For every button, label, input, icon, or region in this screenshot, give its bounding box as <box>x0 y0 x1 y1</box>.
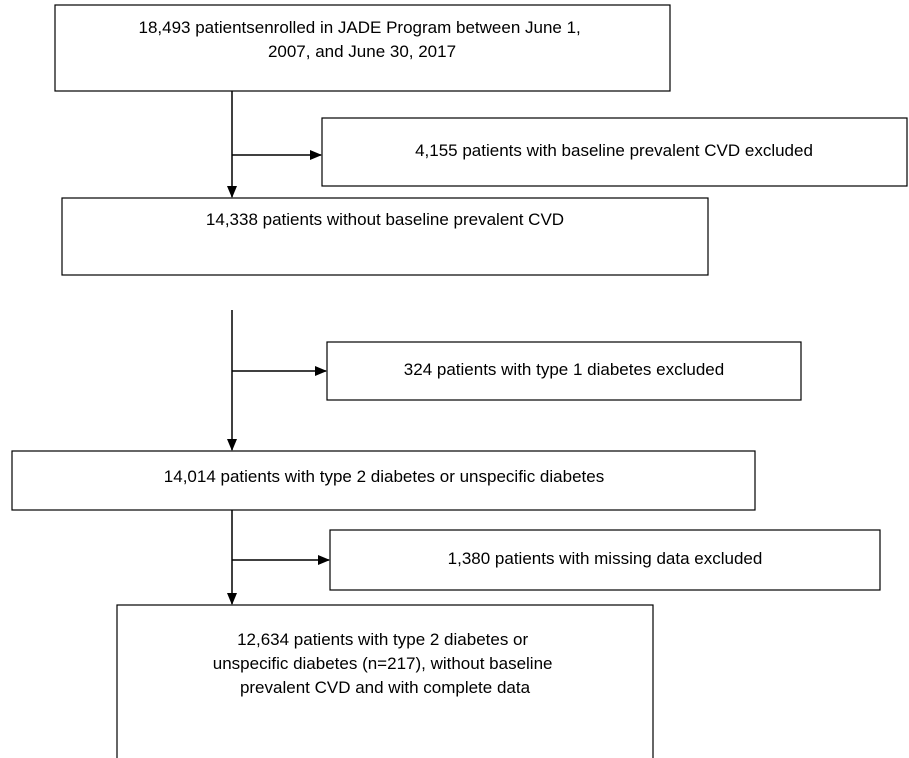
box <box>116 604 654 758</box>
box-text: 14,014 patients with type 2 diabetes or … <box>164 467 604 486</box>
text-line: 14,338 patients without baseline prevale… <box>206 210 564 229</box>
box-text: 18,493 patientsenrolled in JADE Program … <box>138 18 585 61</box>
text-line: 2007, and June 30, 2017 <box>268 42 456 61</box>
box-text: 324 patients with type 1 diabetes exclud… <box>404 360 724 379</box>
text-line: 324 patients with type 1 diabetes exclud… <box>404 360 724 379</box>
box-text: 1,380 patients with missing data exclude… <box>448 549 763 568</box>
text-line: 12,634 patients with type 2 diabetes or <box>237 630 528 649</box>
text-line: prevalent CVD and with complete data <box>240 678 531 697</box>
box <box>326 341 802 401</box>
box <box>321 117 908 187</box>
text-line: 4,155 patients with baseline prevalent C… <box>415 141 813 160</box>
text-line: 1,380 patients with missing data exclude… <box>448 549 763 568</box>
box-text: 14,338 patients without baseline prevale… <box>206 210 564 229</box>
box <box>61 197 709 276</box>
box-text: 12,634 patients with type 2 diabetes or … <box>213 630 557 697</box>
box <box>329 529 881 591</box>
box-text: 4,155 patients with baseline prevalent C… <box>415 141 813 160</box>
text-line: unspecific diabetes (n=217), without bas… <box>213 654 553 673</box>
text-line: 18,493 patientsenrolled in JADE Program … <box>138 18 580 37</box>
text-line: 14,014 patients with type 2 diabetes or … <box>164 467 604 486</box>
box <box>54 4 671 92</box>
box <box>11 450 756 511</box>
